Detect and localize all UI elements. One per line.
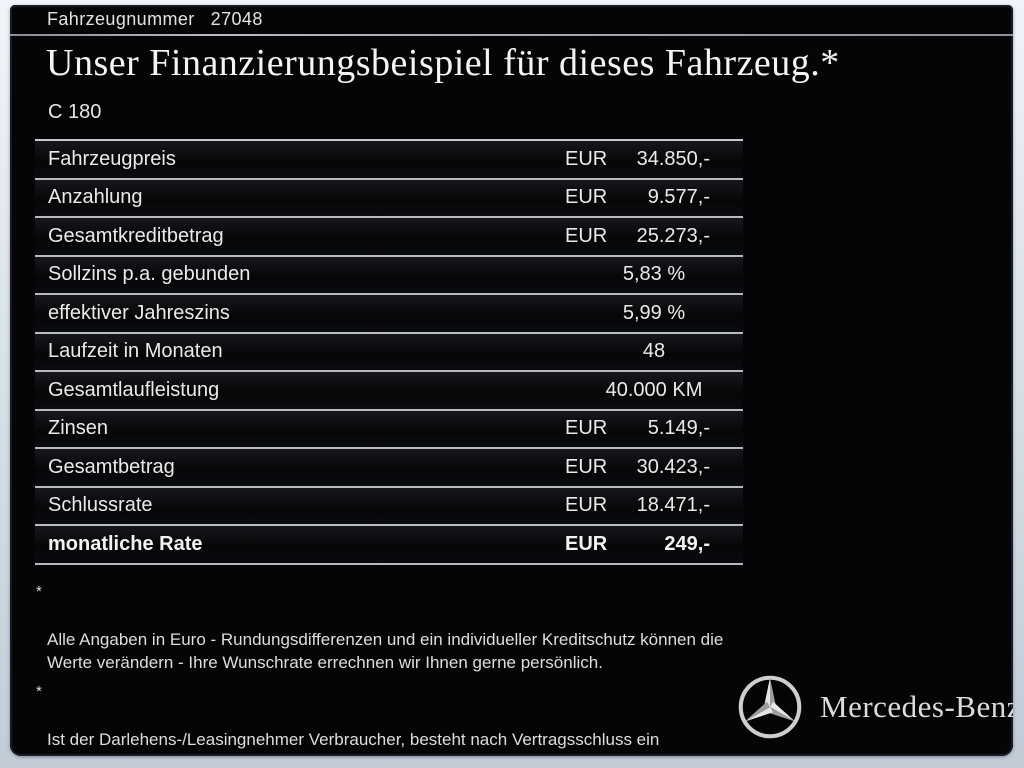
table-row: effektiver Jahreszins 5,99 % xyxy=(35,295,743,334)
footnote: * Ist der Darlehens-/Leasingnehmer Verbr… xyxy=(36,682,748,756)
currency-label: EUR xyxy=(565,224,608,247)
model-name: C 180 xyxy=(48,101,102,123)
vehicle-number: Fahrzeugnummer 27048 xyxy=(47,9,263,30)
row-value: 40.000 KM xyxy=(565,379,743,402)
financing-table: Fahrzeugpreis EUR 34.850,- Anzahlung EUR… xyxy=(35,139,743,565)
currency-label: EUR xyxy=(565,147,608,170)
currency-label: EUR xyxy=(565,417,608,440)
footnote-text: Ist der Darlehens-/Leasingnehmer Verbrau… xyxy=(47,730,660,756)
amount-value: 48 xyxy=(642,340,666,363)
row-label: Gesamtlaufleistung xyxy=(48,378,220,401)
row-value: EUR 249,- xyxy=(565,533,743,556)
currency-label: EUR xyxy=(565,186,608,209)
table-row: Sollzins p.a. gebunden 5,83 % xyxy=(35,256,743,295)
amount-value: 40.000 KM xyxy=(605,378,703,401)
row-label: monatliche Rate xyxy=(48,532,203,555)
footnote-marker: * xyxy=(36,583,42,600)
table-row: Zinsen EUR 5.149,- xyxy=(35,410,743,449)
table-row: monatliche Rate EUR 249,- xyxy=(35,526,743,565)
amount-value: 9.577,- xyxy=(647,186,710,209)
brand-block: Mercedes-Benz xyxy=(736,673,1013,741)
table-row: Gesamtbetrag EUR 30.423,- xyxy=(35,449,743,488)
header-divider xyxy=(10,34,1013,36)
vehicle-number-label: Fahrzeugnummer xyxy=(47,9,195,29)
row-label: Gesamtkreditbetrag xyxy=(48,224,224,247)
mercedes-star-icon xyxy=(738,675,802,739)
footnote-list: * Alle Angaben in Euro - Rundungsdiffere… xyxy=(36,582,748,756)
amount-value: 25.273,- xyxy=(636,224,710,247)
financing-sheet: Fahrzeugnummer 27048 Unser Finanzierungs… xyxy=(10,5,1013,756)
row-value: EUR 30.423,- xyxy=(565,456,743,479)
row-value: 5,99 % xyxy=(565,302,743,325)
table-row: Gesamtlaufleistung 40.000 KM xyxy=(35,372,743,411)
currency-label: EUR xyxy=(565,532,608,555)
row-label: effektiver Jahreszins xyxy=(48,301,230,324)
row-label: Anzahlung xyxy=(48,186,143,209)
currency-label: EUR xyxy=(565,494,608,517)
amount-value: 5,99 % xyxy=(622,301,686,324)
table-row: Anzahlung EUR 9.577,- xyxy=(35,179,743,218)
table-row: Schlussrate EUR 18.471,- xyxy=(35,487,743,526)
row-label: Zinsen xyxy=(48,417,109,440)
row-value: EUR 25.273,- xyxy=(565,225,743,248)
row-value: 48 xyxy=(565,340,743,363)
row-label: Laufzeit in Monaten xyxy=(48,340,223,363)
row-value: EUR 5.149,- xyxy=(565,417,743,440)
page-title: Unser Finanzierungsbeispiel für dieses F… xyxy=(46,42,840,84)
row-label: Schlussrate xyxy=(48,494,153,517)
amount-value: 249,- xyxy=(664,532,710,555)
table-row: Fahrzeugpreis EUR 34.850,- xyxy=(35,141,743,180)
footnote: * Alle Angaben in Euro - Rundungsdiffere… xyxy=(36,582,748,674)
amount-value: 5.149,- xyxy=(647,417,710,440)
row-value: 5,83 % xyxy=(565,263,743,286)
row-label: Sollzins p.a. gebunden xyxy=(48,263,251,286)
amount-value: 18.471,- xyxy=(636,494,710,517)
footnote-text: Alle Angaben in Euro - Rundungsdifferenz… xyxy=(47,630,724,672)
row-label: Fahrzeugpreis xyxy=(48,147,176,170)
row-label: Gesamtbetrag xyxy=(48,455,175,478)
currency-label: EUR xyxy=(565,455,608,478)
row-value: EUR 9.577,- xyxy=(565,186,743,209)
amount-value: 34.850,- xyxy=(636,147,710,170)
amount-value: 30.423,- xyxy=(636,455,710,478)
vehicle-number-value: 27048 xyxy=(210,9,263,29)
table-row: Laufzeit in Monaten 48 xyxy=(35,333,743,372)
table-row: Gesamtkreditbetrag EUR 25.273,- xyxy=(35,218,743,257)
amount-value: 5,83 % xyxy=(622,263,686,286)
row-value: EUR 18.471,- xyxy=(565,494,743,517)
mercedes-wordmark: Mercedes-Benz xyxy=(820,689,1013,724)
footnote-marker: * xyxy=(36,683,42,700)
row-value: EUR 34.850,- xyxy=(565,148,743,171)
